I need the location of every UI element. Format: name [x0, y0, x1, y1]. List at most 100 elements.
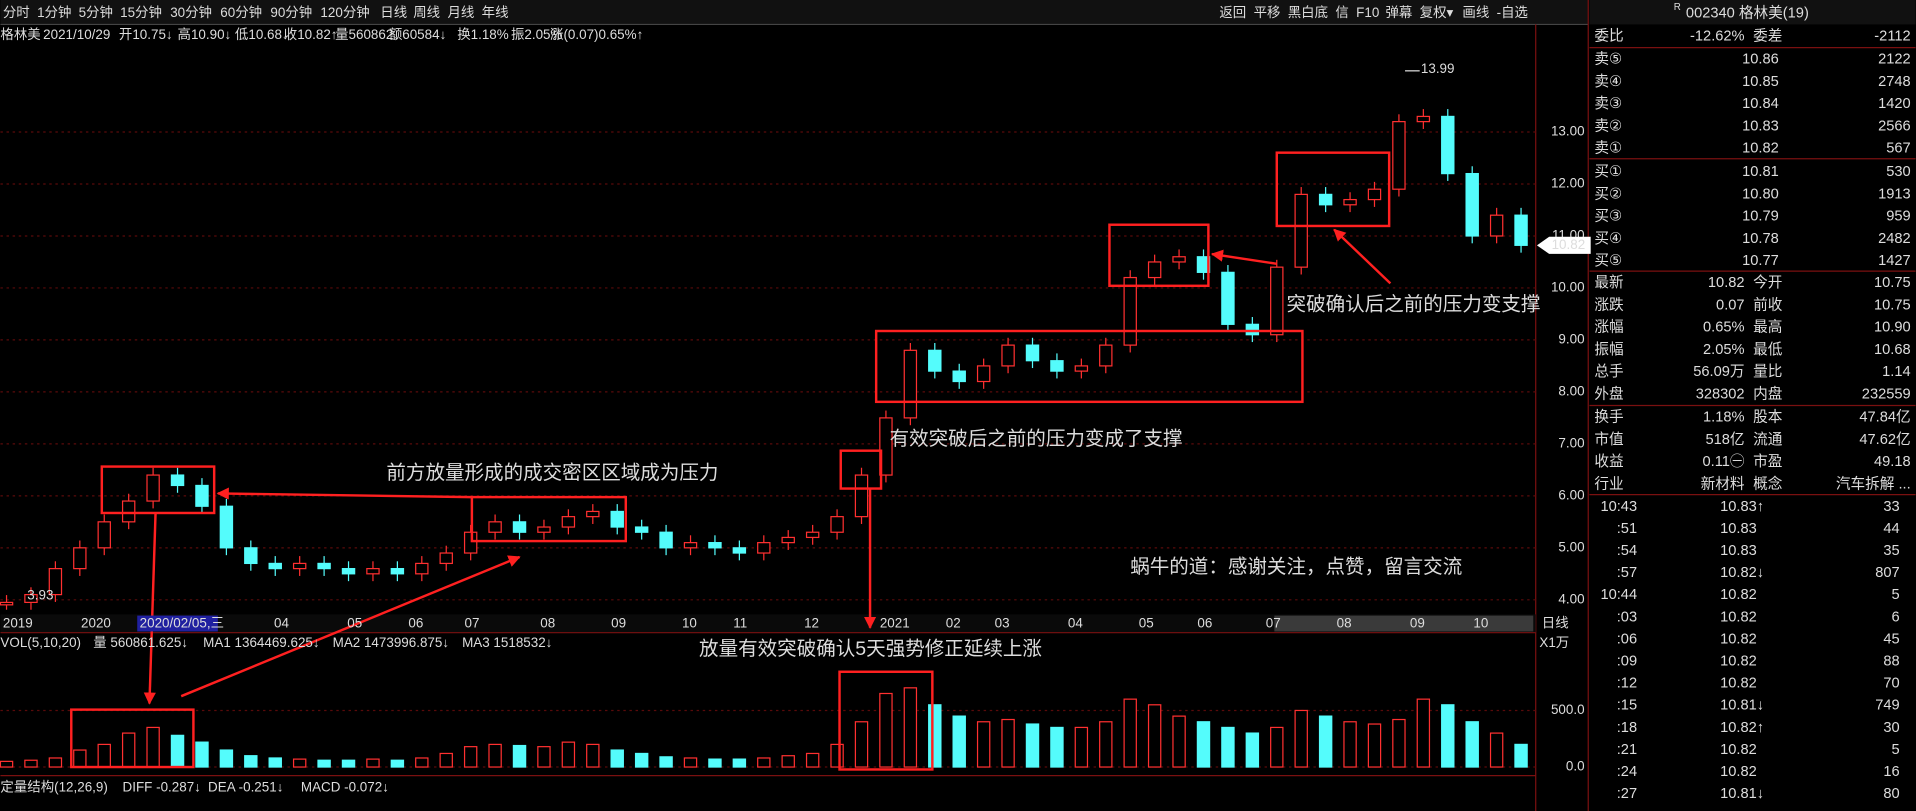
trade-volume: 35 — [1883, 543, 1899, 559]
label: 最高 — [1753, 319, 1782, 336]
panel-marker: R — [1674, 2, 1681, 13]
label: 外盘 — [1594, 384, 1623, 402]
period-tab[interactable]: 5分钟 — [79, 4, 113, 20]
trade-volume: 807 — [1875, 565, 1899, 581]
period-tab[interactable]: 年线 — [482, 5, 509, 20]
y-tick-label: 10.00 — [1551, 279, 1585, 294]
candle — [659, 531, 673, 549]
candle — [830, 516, 844, 533]
value: 10.75 — [1874, 275, 1911, 291]
volume-bar — [195, 741, 209, 768]
volume-bar — [903, 687, 918, 768]
y-tick-label: 9.00 — [1558, 331, 1584, 346]
tool-button[interactable]: F10 — [1356, 5, 1379, 20]
tool-button[interactable]: -自选 — [1497, 5, 1528, 20]
volume-bar — [488, 743, 502, 768]
label: 换手 — [1594, 409, 1623, 426]
value: 49.18 — [1874, 454, 1911, 470]
tool-button[interactable]: 返回 — [1219, 5, 1246, 20]
period-tab[interactable]: 月线 — [447, 5, 474, 20]
candle — [1270, 266, 1284, 336]
trade-time: :12 — [1617, 676, 1637, 692]
tool-button[interactable]: 信 — [1335, 5, 1348, 20]
period-tab[interactable]: 日线 — [380, 5, 407, 20]
trade-price: 10.81↓ — [1720, 698, 1764, 714]
period-tab[interactable]: 30分钟 — [170, 4, 212, 20]
trade-time: 10:43 — [1600, 499, 1637, 515]
tool-button[interactable]: 弹幕 — [1385, 5, 1412, 20]
candle — [170, 474, 185, 487]
tool-button[interactable]: 复权▾ — [1420, 4, 1454, 20]
volume-bar — [317, 759, 331, 768]
period-tab[interactable]: 90分钟 — [270, 4, 312, 20]
trade-volume: 44 — [1883, 521, 1899, 537]
tool-button[interactable]: 黑白底 — [1288, 5, 1328, 20]
macd-header: DEA -0.251↓ — [208, 779, 283, 794]
value: 0.65% — [1703, 320, 1745, 336]
volume-bar — [854, 721, 869, 768]
volume-bar — [1367, 723, 1382, 768]
label: 振幅 — [1594, 341, 1623, 358]
annotation-text: 前方放量形成的成交密区区域成为压力 — [386, 462, 718, 484]
tool-button[interactable]: 平移 — [1254, 5, 1281, 20]
value: 56.09万 — [1693, 364, 1744, 380]
period-tab[interactable]: 120分钟 — [320, 4, 369, 20]
period-tab[interactable]: 60分钟 — [220, 4, 262, 20]
volume-header: 量 560861.625↓ — [93, 635, 188, 650]
label: 最低 — [1753, 341, 1783, 358]
trade-price: 10.83 — [1720, 521, 1757, 537]
tool-button[interactable]: 画线 — [1462, 5, 1489, 20]
candle — [366, 568, 380, 575]
period-tab[interactable]: 分时 — [3, 5, 30, 20]
candle — [24, 593, 38, 604]
value: 10.75 — [1874, 297, 1911, 313]
candle — [219, 505, 234, 549]
label: 涨跌 — [1594, 296, 1624, 313]
period-tab[interactable]: 15分钟 — [120, 4, 162, 20]
volume-bar — [1270, 726, 1284, 768]
volume-bar — [24, 759, 38, 768]
box — [839, 449, 883, 490]
price: 10.79 — [1742, 209, 1779, 225]
label: 买③ — [1594, 208, 1622, 225]
volume: 2748 — [1878, 74, 1911, 90]
price: 10.77 — [1742, 253, 1779, 269]
volume-bar — [732, 758, 747, 768]
volume-bar — [390, 759, 405, 768]
trade-price: 10.82 — [1720, 676, 1757, 692]
candle — [757, 542, 771, 554]
period-tab[interactable]: 周线 — [413, 5, 440, 20]
date-highlight — [137, 615, 218, 632]
candle — [805, 531, 820, 539]
arrow — [1210, 249, 1277, 266]
annotation-shapes — [70, 151, 1392, 771]
trade-volume: 70 — [1883, 676, 1899, 692]
trade-price: 10.82↓ — [1720, 565, 1764, 581]
panel-header-bg — [1589, 0, 1916, 25]
candle — [1294, 193, 1308, 268]
y-tick-label: 8.00 — [1558, 383, 1584, 398]
value: 10.82 — [1708, 275, 1745, 291]
candle — [317, 562, 331, 570]
date-label: 08 — [1337, 616, 1352, 631]
volume-bar — [1318, 715, 1333, 768]
volume-bar — [1172, 715, 1186, 768]
trade-time: :27 — [1617, 786, 1637, 802]
candle — [1001, 344, 1015, 367]
volume-bar — [537, 746, 551, 768]
label: 股本 — [1753, 409, 1783, 426]
volume-bar — [659, 756, 673, 768]
trade-time: :21 — [1617, 742, 1637, 758]
volume-bar — [610, 749, 624, 768]
label: 卖② — [1594, 117, 1622, 134]
volume-bar — [1416, 698, 1431, 768]
volume-bar — [73, 749, 87, 768]
period-tab[interactable]: 1分钟 — [37, 4, 71, 20]
box — [100, 465, 216, 515]
y-tick-label: 6.00 — [1558, 487, 1584, 502]
candle — [292, 562, 307, 570]
candle — [683, 542, 698, 549]
trade-volume: 88 — [1883, 653, 1899, 669]
trade-price: 10.82 — [1720, 764, 1757, 780]
